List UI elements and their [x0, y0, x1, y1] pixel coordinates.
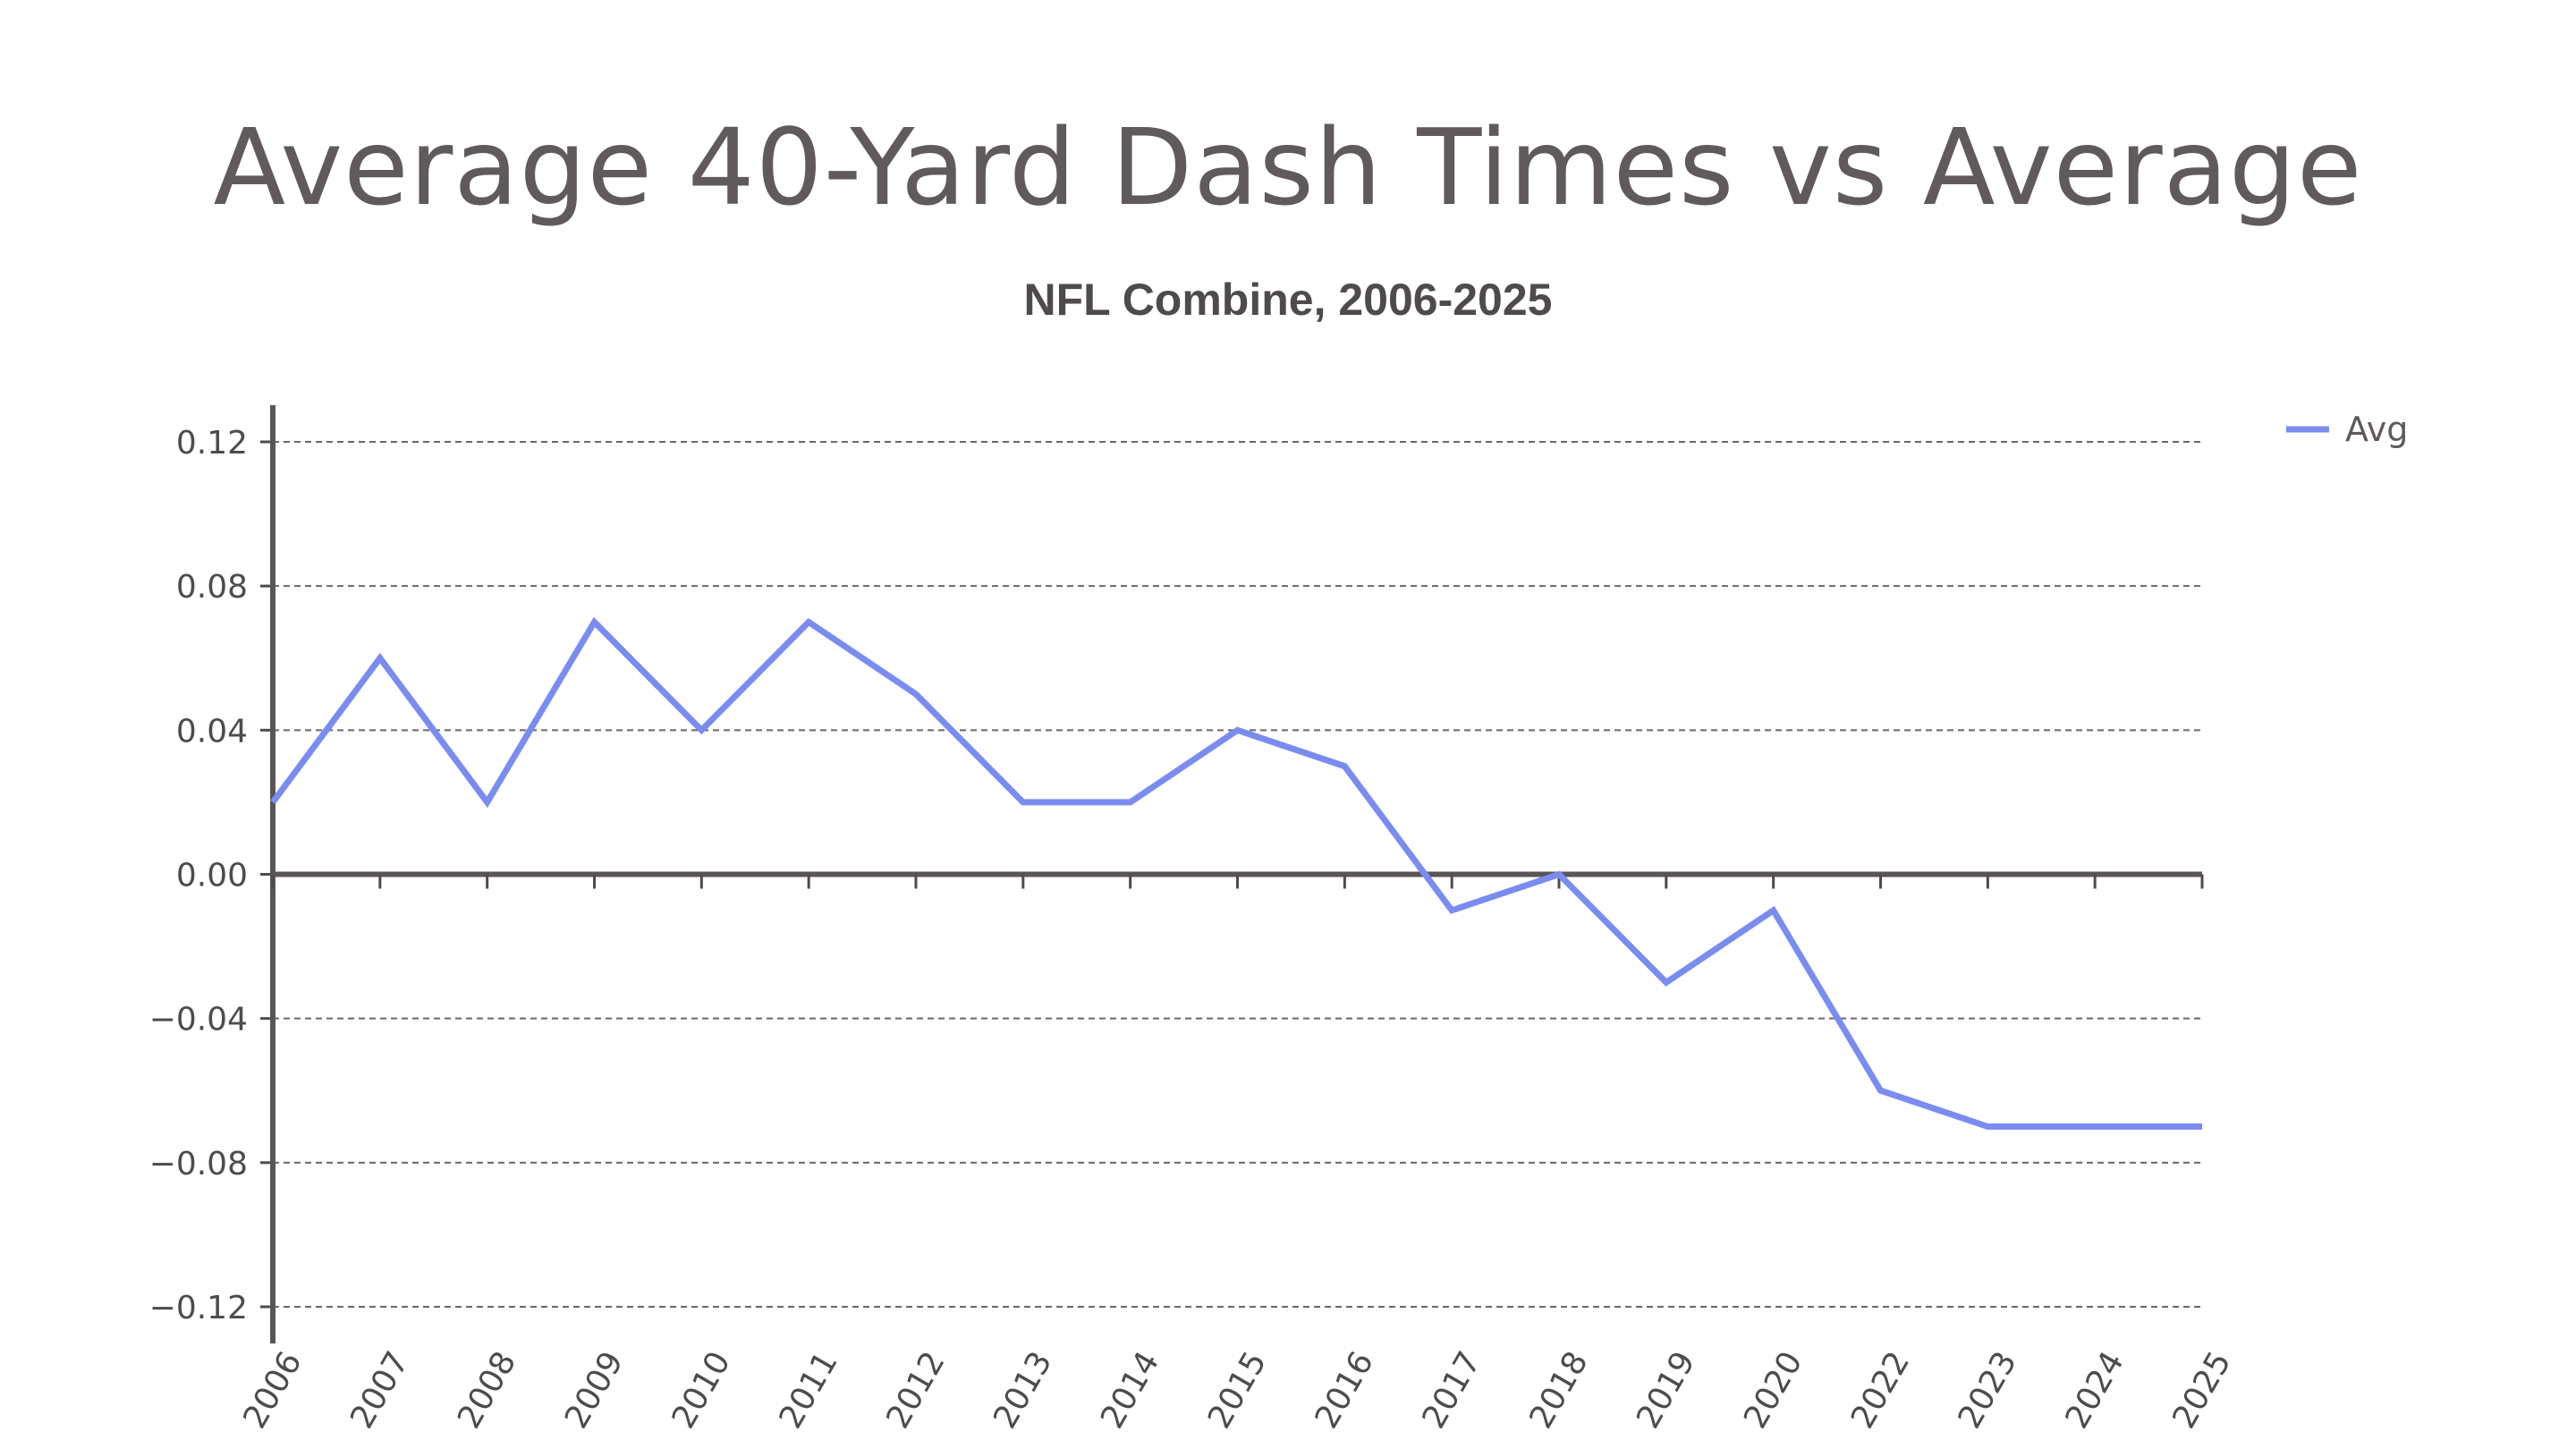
x-tick-label: 2014 — [1094, 1345, 1166, 1435]
data-point — [1556, 872, 1562, 877]
x-tick-label: 2024 — [2059, 1345, 2131, 1435]
chart-subtitle: NFL Combine, 2006-2025 — [1023, 275, 1553, 325]
data-point — [1449, 908, 1454, 913]
x-tick-label: 2012 — [879, 1345, 952, 1435]
data-point — [699, 727, 704, 733]
x-tick-label: 2007 — [343, 1345, 416, 1435]
y-tick-label: −0.04 — [149, 1002, 248, 1038]
series-line-avg — [270, 616, 2202, 1131]
x-tick-label: 2025 — [2165, 1345, 2238, 1435]
y-tick-label: 0.00 — [176, 858, 248, 894]
chart-title: Average 40-Yard Dash Times vs Average — [213, 106, 2363, 229]
x-tick-label: 2017 — [1416, 1345, 1488, 1435]
x-tick-labels: 2006 2007 2008 2009 2010 2011 2012 2013 2014 2015… — [236, 1345, 2238, 1435]
legend-label[interactable]: Avg — [2345, 410, 2408, 449]
legend[interactable]: Avg — [2286, 410, 2408, 449]
x-tick-label: 2016 — [1309, 1345, 1381, 1435]
data-point — [913, 691, 919, 697]
x-tick-label: 2023 — [1952, 1345, 2024, 1435]
x-tick-label: 2015 — [1201, 1345, 1274, 1435]
x-tick-label: 2018 — [1522, 1345, 1595, 1435]
data-point — [2199, 1124, 2205, 1130]
y-tick-label: 0.08 — [176, 569, 248, 606]
x-tick-label: 2020 — [1737, 1345, 1809, 1435]
data-point — [806, 619, 811, 624]
data-point — [1664, 979, 1669, 985]
x-tick-label: 2008 — [451, 1345, 523, 1435]
data-point — [1021, 800, 1026, 805]
y-tick-label: 0.04 — [176, 713, 248, 750]
y-tick-label: 0.12 — [176, 425, 248, 462]
data-point — [2092, 1124, 2097, 1130]
data-point — [485, 800, 490, 805]
data-point — [1128, 800, 1133, 805]
data-point — [1342, 764, 1347, 769]
x-tick-label: 2013 — [987, 1345, 1059, 1435]
y-tick-label: −0.08 — [149, 1146, 248, 1182]
series-lines — [270, 616, 2205, 1131]
y-tick-label: −0.12 — [149, 1290, 248, 1326]
data-point — [1985, 1124, 1990, 1130]
x-tick-label: 2009 — [558, 1345, 631, 1435]
x-tick-label: 2010 — [665, 1345, 738, 1435]
data-point — [592, 619, 597, 624]
x-tick-label: 2011 — [773, 1345, 845, 1435]
x-tick-label: 2019 — [1630, 1345, 1702, 1435]
data-point — [1878, 1088, 1884, 1093]
data-point — [270, 800, 275, 805]
axes — [260, 405, 2204, 1343]
data-point — [377, 656, 383, 661]
x-tick-label: 2022 — [1844, 1345, 1917, 1435]
data-point — [1771, 908, 1776, 913]
x-tick-label: 2006 — [236, 1345, 309, 1435]
y-tick-labels: 0.12 0.08 0.04 0.00 −0.04 −0.08 −0.12 — [149, 425, 248, 1326]
data-point — [1235, 727, 1241, 733]
